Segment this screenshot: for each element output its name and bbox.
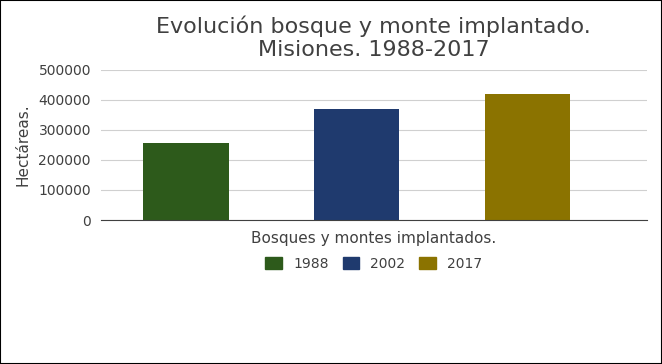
Bar xyxy=(314,109,399,220)
Bar xyxy=(144,143,229,220)
Y-axis label: Hectáreas.: Hectáreas. xyxy=(15,103,30,186)
X-axis label: Bosques y montes implantados.: Bosques y montes implantados. xyxy=(251,231,496,246)
Legend: 1988, 2002, 2017: 1988, 2002, 2017 xyxy=(260,251,488,276)
Bar xyxy=(485,94,570,220)
Title: Evolución bosque y monte implantado.
Misiones. 1988-2017: Evolución bosque y monte implantado. Mis… xyxy=(156,15,591,60)
